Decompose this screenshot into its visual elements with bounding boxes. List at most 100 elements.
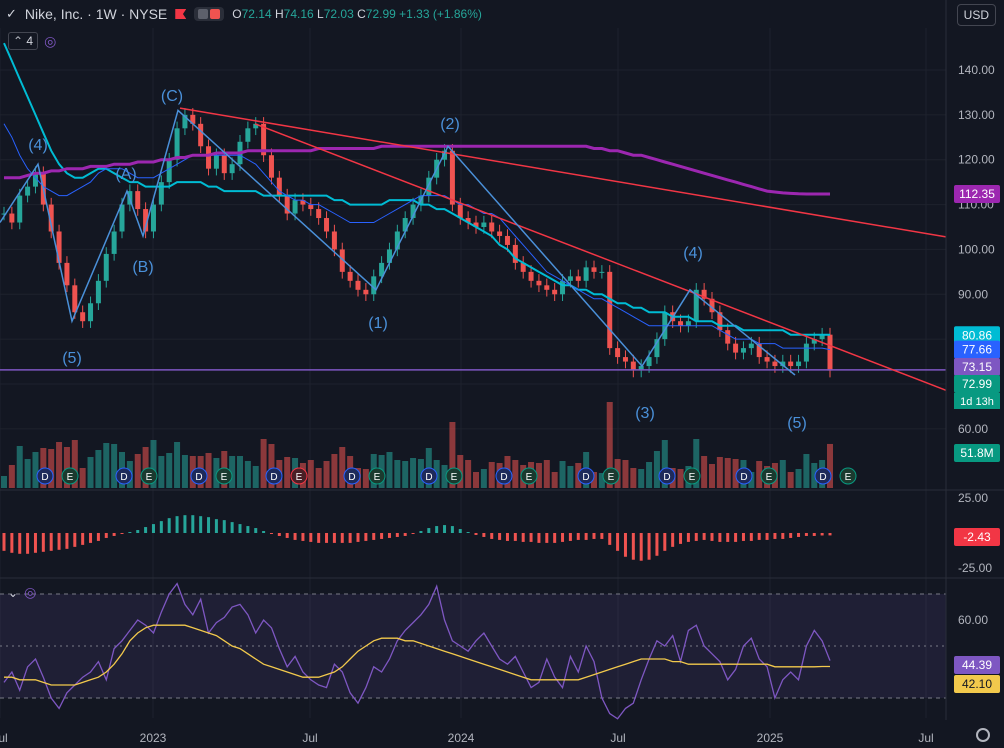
macd-bar	[828, 533, 832, 536]
macd-bar	[671, 533, 675, 547]
dividend-marker-label: D	[120, 472, 127, 483]
macd-bar	[568, 533, 572, 541]
macd-bar	[222, 520, 226, 533]
volume-bar	[158, 456, 165, 488]
volume-bar	[174, 442, 181, 488]
macd-bar	[230, 522, 234, 533]
macd-bar	[450, 526, 454, 533]
collapse-icon[interactable]: ⌄	[8, 585, 19, 600]
volume-bar	[181, 455, 188, 488]
macd-bar	[89, 533, 93, 543]
volume-bar	[71, 440, 78, 488]
macd-bar	[167, 518, 171, 533]
macd-bar	[364, 533, 368, 541]
candle-body	[780, 361, 786, 367]
macd-bar	[285, 533, 289, 538]
price-tag	[954, 185, 1000, 204]
macd-bar	[631, 533, 635, 560]
trendline-upper	[179, 107, 947, 238]
earnings-marker-label: E	[296, 472, 303, 483]
candle-body	[497, 231, 503, 236]
macd-bar	[372, 533, 376, 540]
volume-bar	[677, 469, 684, 488]
volume-bar	[709, 464, 715, 488]
volume-bar	[244, 461, 251, 488]
candle-body	[827, 334, 833, 371]
earnings-marker	[61, 467, 79, 485]
volume-bar	[79, 468, 86, 488]
macd-bar	[655, 533, 659, 556]
macd-bar	[246, 526, 250, 533]
volume-bar	[268, 444, 275, 488]
volume-bar	[237, 456, 243, 488]
macd-bar	[734, 533, 738, 542]
dividend-marker-label: D	[425, 472, 432, 483]
candle-body	[638, 366, 644, 371]
macd-bar	[647, 533, 651, 560]
indicator-count[interactable]: ⌃ 4	[8, 32, 39, 50]
dividend-marker	[343, 467, 361, 485]
volume-bar	[701, 456, 708, 488]
candle-body	[512, 244, 518, 263]
indicators-toggle[interactable]: ⌃ 4 ◎	[8, 32, 56, 50]
currency-button[interactable]: USD	[956, 4, 996, 26]
candle-body	[17, 195, 23, 223]
macd-bar	[797, 533, 801, 537]
candle-body	[536, 280, 542, 286]
candle-body	[213, 155, 219, 169]
volume-bar	[795, 469, 802, 488]
macd-bar	[49, 533, 53, 551]
time-tick-label: Jul	[302, 731, 317, 745]
macd-bar	[521, 533, 525, 542]
macd-bar	[128, 532, 132, 533]
volume-bar	[1, 476, 7, 488]
settings-gear-icon[interactable]	[976, 728, 990, 742]
candle-body	[363, 289, 369, 295]
candle-body	[386, 249, 392, 263]
elliott-label: (1)	[368, 315, 388, 332]
macd-bar	[741, 533, 745, 541]
dividend-marker-label: D	[582, 472, 589, 483]
volume-bar	[32, 452, 39, 488]
volume-bar	[732, 459, 739, 488]
volume-bar	[591, 472, 597, 488]
volume-bar	[488, 462, 495, 488]
volume-bar	[535, 463, 542, 488]
flag-icon[interactable]	[175, 9, 187, 19]
macd-bar	[380, 533, 384, 539]
ma_mid-line	[3, 123, 831, 351]
volume-bar	[111, 444, 118, 488]
volume-bar	[543, 460, 550, 488]
volume-bar	[638, 469, 645, 488]
volume-bar	[811, 463, 818, 488]
volume-bar	[260, 439, 267, 488]
rsi_ma-line	[4, 624, 830, 686]
candle-body	[717, 312, 723, 331]
macd-bar	[191, 515, 195, 533]
candle-body	[544, 285, 550, 290]
buy-sell-toggle[interactable]	[194, 7, 225, 21]
time-tick-label: Jul	[0, 731, 8, 745]
dividend-marker	[577, 467, 595, 485]
macd-bar	[57, 533, 61, 550]
dividend-marker-label: D	[740, 472, 747, 483]
macd-bar	[765, 533, 769, 540]
rsi-pane-toggle[interactable]: ⌄ ◎	[8, 584, 36, 601]
macd-bar	[600, 533, 604, 539]
symbol-title[interactable]: Nike, Inc. · 1W · NYSE	[24, 6, 168, 22]
candle-body	[143, 209, 149, 232]
earnings-marker	[215, 467, 233, 485]
macd-bar	[136, 530, 140, 533]
volume-bar	[598, 473, 605, 488]
volume-bar	[827, 443, 833, 488]
rsi-indicator-icon[interactable]: ◎	[24, 584, 37, 600]
price-tick-label: 60.00	[958, 422, 988, 436]
macd-bar	[419, 531, 423, 533]
indicator-icon[interactable]: ◎	[44, 32, 57, 49]
volume-bar	[551, 472, 558, 488]
dividend-marker	[814, 467, 832, 485]
earnings-marker-label: E	[221, 472, 228, 483]
volume-bar	[394, 460, 401, 488]
volume-bar	[103, 443, 110, 488]
